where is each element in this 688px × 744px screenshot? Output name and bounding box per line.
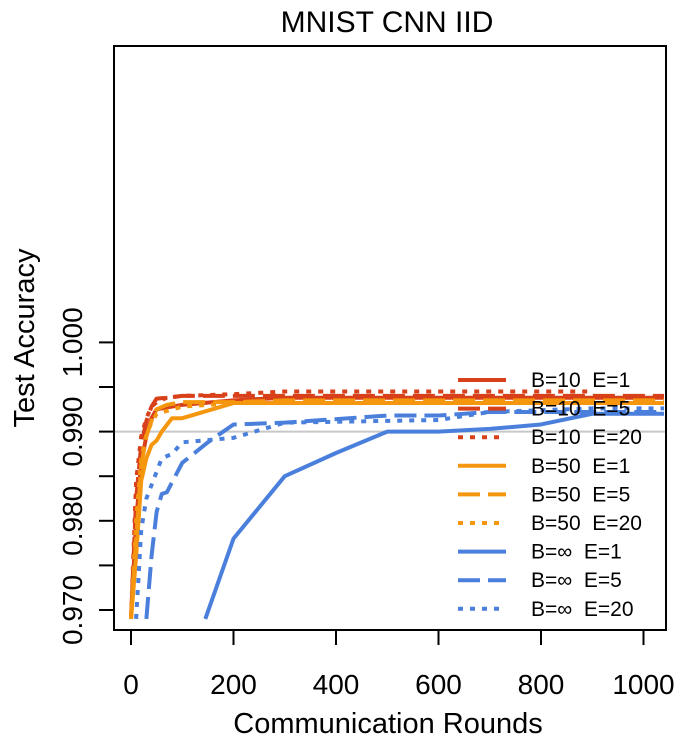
x-axis: 0 200 400 600 800 1000: [123, 630, 675, 700]
x-tick-label: 0: [123, 669, 139, 700]
legend-label-9: B=∞ E=20: [531, 598, 634, 621]
legend-label-6: B=50 E=20: [531, 512, 642, 535]
series-line-8: [144, 409, 664, 620]
legend-label-7: B=∞ E=1: [531, 541, 622, 564]
plot-frame: [113, 45, 667, 631]
y-tick-label: 1.000: [57, 307, 88, 377]
y-axis: 0.970 0.980 0.990 1.000: [57, 307, 114, 645]
x-tick-label: 400: [313, 669, 360, 700]
x-tick-label: 800: [518, 669, 565, 700]
x-axis-label: Communication Rounds: [233, 708, 542, 740]
legend-label-4: B=50 E=1: [531, 455, 630, 478]
x-tick-label: 1000: [612, 669, 674, 700]
x-tick-label: 200: [210, 669, 257, 700]
legend-label-3: B=10 E=20: [531, 426, 642, 449]
legend-label-5: B=50 E=5: [531, 483, 630, 506]
y-axis-label: Test Accuracy: [9, 248, 41, 427]
series-line-2: [129, 393, 664, 620]
chart-title: MNIST CNN IID: [281, 6, 494, 39]
y-tick-label: 0.970: [57, 575, 88, 645]
legend-label-8: B=∞ E=5: [531, 569, 622, 592]
y-tick-label: 0.980: [57, 486, 88, 556]
legend-label-2: B=10 E=5: [531, 398, 630, 421]
y-tick-label: 0.990: [57, 397, 88, 467]
legend: B=10 E=1 B=10 E=5 B=10 E=20 B=50 E=1 B=50 E=…: [458, 369, 642, 621]
series-line-7: [203, 411, 664, 620]
series-layer: [129, 389, 664, 620]
x-tick-label: 600: [415, 669, 462, 700]
series-line-5: [129, 398, 664, 620]
series-line-9: [134, 406, 664, 620]
legend-label-1: B=10 E=1: [531, 369, 630, 392]
